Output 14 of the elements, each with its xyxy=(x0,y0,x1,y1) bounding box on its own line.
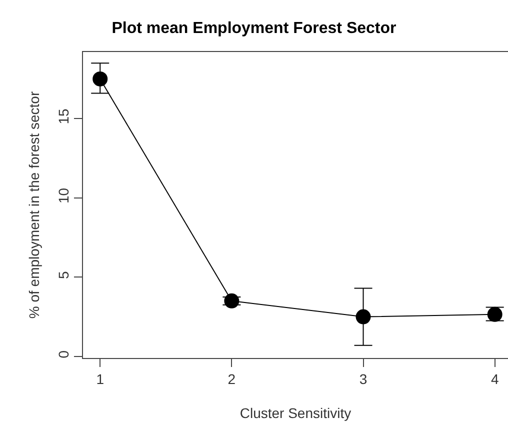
chart-title: Plot mean Employment Forest Sector xyxy=(112,20,396,38)
x-tick-label: 4 xyxy=(490,370,499,387)
x-tick-label: 1 xyxy=(96,370,104,387)
y-tick-label: 0 xyxy=(55,350,72,358)
y-tick-label: 10 xyxy=(55,188,72,204)
y-tick-label: 5 xyxy=(55,270,72,279)
x-tick-label: 2 xyxy=(228,370,236,387)
x-tick-label: 3 xyxy=(359,370,368,387)
point xyxy=(224,293,240,308)
y-tick-label: 15 xyxy=(55,108,72,124)
x-axis-title: Cluster Sensitivity xyxy=(240,405,352,422)
point xyxy=(356,309,371,324)
point xyxy=(92,71,108,86)
y-axis-title: % of employment in the forest sector xyxy=(26,91,42,319)
